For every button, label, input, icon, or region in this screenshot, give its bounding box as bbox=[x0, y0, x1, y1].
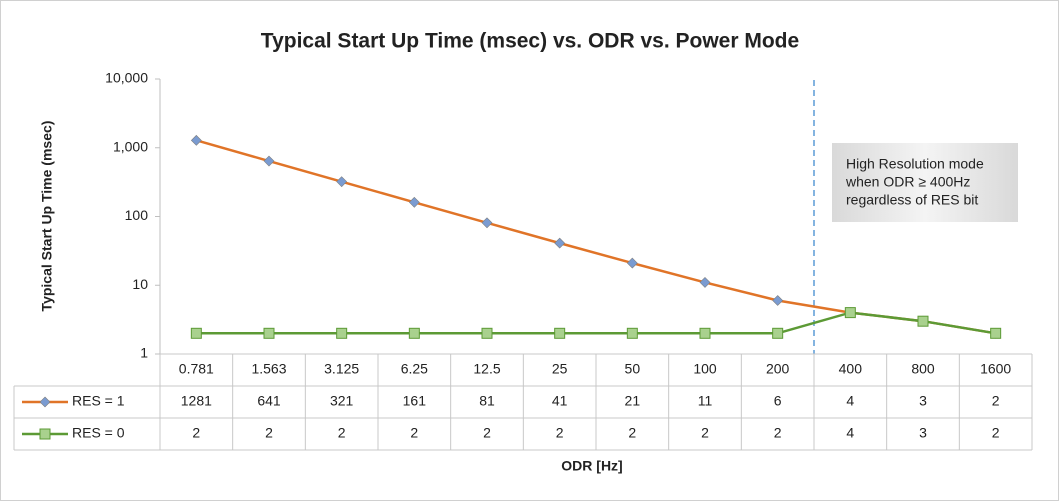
marker bbox=[336, 176, 348, 188]
y-axis-title: Typical Start Up Time (msec) bbox=[39, 121, 55, 312]
table-value: 4 bbox=[846, 393, 854, 409]
x-tick-label: 800 bbox=[911, 361, 935, 377]
x-tick-label: 400 bbox=[839, 361, 863, 377]
table-value: 2 bbox=[992, 425, 1000, 441]
x-tick-label: 6.25 bbox=[401, 361, 428, 377]
marker bbox=[190, 134, 202, 146]
x-tick-label: 3.125 bbox=[324, 361, 359, 377]
table-value: 41 bbox=[552, 393, 568, 409]
table-value: 2 bbox=[774, 425, 782, 441]
table-value: 161 bbox=[403, 393, 427, 409]
table-value: 2 bbox=[701, 425, 709, 441]
table-value: 4 bbox=[846, 425, 854, 441]
marker bbox=[336, 327, 348, 339]
table-value: 2 bbox=[628, 425, 636, 441]
annotation-line: regardless of RES bit bbox=[846, 192, 978, 208]
table-value: 2 bbox=[410, 425, 418, 441]
y-tick-label: 10 bbox=[132, 276, 148, 292]
marker bbox=[190, 327, 202, 339]
table-value: 2 bbox=[265, 425, 273, 441]
y-tick-label: 1,000 bbox=[113, 138, 148, 154]
y-tick-label: 100 bbox=[125, 207, 149, 223]
table-value: 641 bbox=[257, 393, 281, 409]
table-value: 21 bbox=[625, 393, 641, 409]
table-value: 1281 bbox=[181, 393, 212, 409]
y-tick-label: 10,000 bbox=[105, 70, 148, 86]
marker bbox=[626, 257, 638, 269]
legend-label: RES = 1 bbox=[72, 393, 125, 409]
table-value: 3 bbox=[919, 425, 927, 441]
table-value: 81 bbox=[479, 393, 495, 409]
table-value: 3 bbox=[919, 393, 927, 409]
marker bbox=[408, 327, 420, 339]
marker bbox=[554, 327, 566, 339]
marker bbox=[917, 315, 929, 327]
marker bbox=[844, 307, 856, 319]
marker bbox=[990, 327, 1002, 339]
marker bbox=[699, 276, 711, 288]
marker bbox=[699, 327, 711, 339]
x-tick-label: 200 bbox=[766, 361, 790, 377]
marker bbox=[481, 327, 493, 339]
table-value: 6 bbox=[774, 393, 782, 409]
x-tick-label: 1.563 bbox=[251, 361, 286, 377]
table-value: 2 bbox=[483, 425, 491, 441]
x-tick-label: 12.5 bbox=[473, 361, 500, 377]
marker bbox=[772, 327, 784, 339]
table-value: 2 bbox=[192, 425, 200, 441]
x-tick-label: 0.781 bbox=[179, 361, 214, 377]
legend-marker bbox=[39, 396, 51, 408]
table-value: 2 bbox=[556, 425, 564, 441]
y-tick-label: 1 bbox=[140, 345, 148, 361]
chart-title: Typical Start Up Time (msec) vs. ODR vs.… bbox=[261, 30, 799, 53]
marker bbox=[554, 237, 566, 249]
table-value: 2 bbox=[992, 393, 1000, 409]
x-axis-title: ODR [Hz] bbox=[561, 458, 622, 474]
table-value: 321 bbox=[330, 393, 354, 409]
annotation-box bbox=[832, 143, 1018, 222]
marker bbox=[263, 155, 275, 167]
x-tick-label: 1600 bbox=[980, 361, 1011, 377]
series-line bbox=[196, 311, 996, 335]
annotation-line: High Resolution mode bbox=[846, 156, 984, 172]
legend-marker bbox=[39, 428, 51, 440]
table-value: 2 bbox=[338, 425, 346, 441]
x-tick-label: 25 bbox=[552, 361, 568, 377]
marker bbox=[772, 295, 784, 306]
marker bbox=[626, 327, 638, 339]
marker bbox=[481, 217, 493, 229]
marker bbox=[408, 196, 420, 208]
marker bbox=[263, 327, 275, 339]
x-tick-label: 100 bbox=[693, 361, 717, 377]
annotation-line: when ODR ≥ 400Hz bbox=[845, 174, 970, 190]
table-value: 11 bbox=[698, 393, 713, 409]
x-tick-label: 50 bbox=[625, 361, 641, 377]
legend-label: RES = 0 bbox=[72, 425, 125, 441]
